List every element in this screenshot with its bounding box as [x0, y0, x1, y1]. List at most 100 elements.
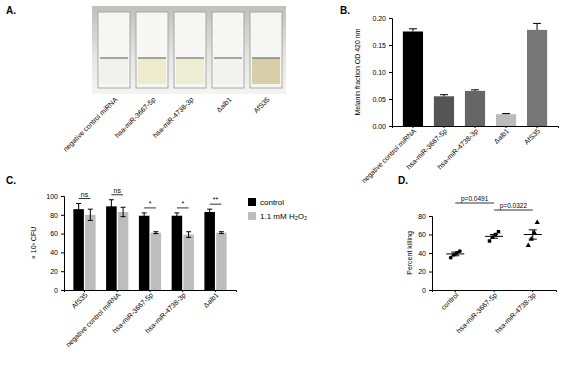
annotations: nsns****	[79, 187, 222, 208]
tick-label: hsa-miR-4738-3p	[494, 291, 538, 335]
tick: hsa-miR-4738-3p	[144, 290, 188, 335]
significance-label: ns	[81, 191, 89, 198]
x-axis: negative control miRNAhsa-miR-3667-5phsa…	[360, 126, 558, 185]
tick: Δalb1	[202, 290, 220, 309]
bar	[73, 209, 84, 290]
legend-label: control	[260, 198, 284, 207]
tick: 0.10	[372, 69, 392, 76]
photo-label: hsa-miR-4738-3p	[152, 96, 196, 140]
point	[526, 243, 531, 248]
tick: negative control miRNA	[64, 290, 122, 349]
tick: 0.00	[372, 123, 392, 130]
tick-label: 0	[422, 287, 426, 294]
tick-label: 0.00	[372, 123, 386, 130]
error-bar	[144, 213, 145, 219]
tick-label: negative control miRNA	[64, 291, 122, 349]
comparison-bar	[494, 210, 533, 211]
error-cap	[529, 239, 537, 240]
cuvette-liquid	[176, 58, 204, 84]
tick: 60	[418, 231, 432, 238]
tick-mark	[389, 72, 392, 73]
error-cap	[142, 218, 147, 219]
y-axis: 020406080	[418, 213, 432, 294]
bar	[106, 206, 117, 290]
x-axis: AfS35negative control miRNAhsa-miR-3667-…	[64, 290, 236, 349]
bar	[204, 212, 215, 290]
tick: AfS35	[70, 290, 89, 310]
tick-mark	[429, 216, 432, 217]
error-bar	[455, 252, 456, 256]
tick-label: 20	[50, 268, 58, 275]
error-bar	[123, 207, 124, 216]
meniscus	[176, 57, 204, 58]
significance-label: *	[181, 200, 184, 207]
tick-mark	[61, 215, 64, 216]
bar	[434, 96, 454, 126]
error-cap	[153, 231, 158, 232]
bar	[216, 233, 227, 290]
tick-mark	[429, 272, 432, 273]
error-cap	[109, 212, 114, 213]
axis-line	[61, 197, 65, 291]
meniscus	[214, 57, 242, 58]
tick: 20	[50, 268, 64, 275]
plot-area	[403, 23, 547, 126]
legend-label: 1.1 mM H₂O₂	[260, 212, 307, 221]
error-cap	[490, 238, 498, 239]
tick-label: 0.10	[372, 69, 386, 76]
error-bar	[209, 209, 210, 215]
axis-line	[65, 291, 237, 293]
tick-label: 0.20	[372, 15, 386, 22]
tick-mark	[61, 234, 64, 235]
tick-label: Δalb1	[202, 291, 220, 309]
error-cap	[451, 252, 459, 253]
tick: hsa-miR-4738-3p	[436, 126, 480, 171]
tick-mark	[389, 18, 392, 19]
significance-bar	[111, 194, 123, 195]
tick-label: hsa-miR-4738-3p	[436, 127, 480, 171]
tick-mark	[61, 290, 64, 291]
error-cap	[502, 113, 510, 114]
error-cap	[121, 207, 126, 208]
photo-label: Δalb1	[215, 96, 233, 114]
tick-mark	[61, 196, 64, 197]
significance-bar	[144, 207, 156, 208]
tick-mark	[429, 290, 432, 291]
error-bar	[78, 204, 79, 215]
panel-label: B.	[340, 5, 350, 16]
tick-label: hsa-miR-4738-3p	[144, 291, 188, 335]
tick-label: 0.15	[372, 42, 386, 49]
tick-label: 40	[50, 249, 58, 256]
axis-title: Percent killing	[406, 231, 414, 275]
comparison-bar	[455, 203, 494, 204]
error-bar	[176, 213, 177, 219]
tick-label: 20	[418, 268, 426, 275]
tick-label: Δalb1	[493, 127, 511, 145]
tick-label: 0.05	[372, 96, 386, 103]
tick: Δalb1	[493, 126, 511, 145]
tick: 40	[50, 249, 64, 256]
axis-title: Melanin fraction OD 420 nm	[354, 28, 361, 115]
cuvette	[212, 12, 244, 88]
error-cap	[88, 220, 93, 221]
cuvette-liquid	[252, 58, 280, 84]
error-cap	[142, 212, 147, 213]
error-cap	[219, 233, 224, 234]
tick: 80	[50, 212, 64, 219]
tick-label: negative control miRNA	[360, 127, 418, 185]
error-cap	[451, 255, 459, 256]
error-cap	[440, 94, 448, 95]
cuvette-liquid	[100, 58, 128, 84]
bar	[118, 212, 129, 290]
bar	[172, 216, 183, 290]
error-cap	[121, 216, 126, 217]
cuvette	[98, 12, 130, 88]
error-bar	[537, 23, 538, 29]
y-axis: 0.00 0.05 0.10 0.15 0.20	[372, 15, 392, 130]
tick: 0	[422, 287, 432, 294]
error-cap	[88, 209, 93, 210]
meniscus	[100, 57, 128, 58]
cuvette	[136, 12, 168, 88]
photo: negative control miRNAhsa-miR-3667-5phsa…	[62, 6, 286, 153]
tick-label: 60	[50, 230, 58, 237]
